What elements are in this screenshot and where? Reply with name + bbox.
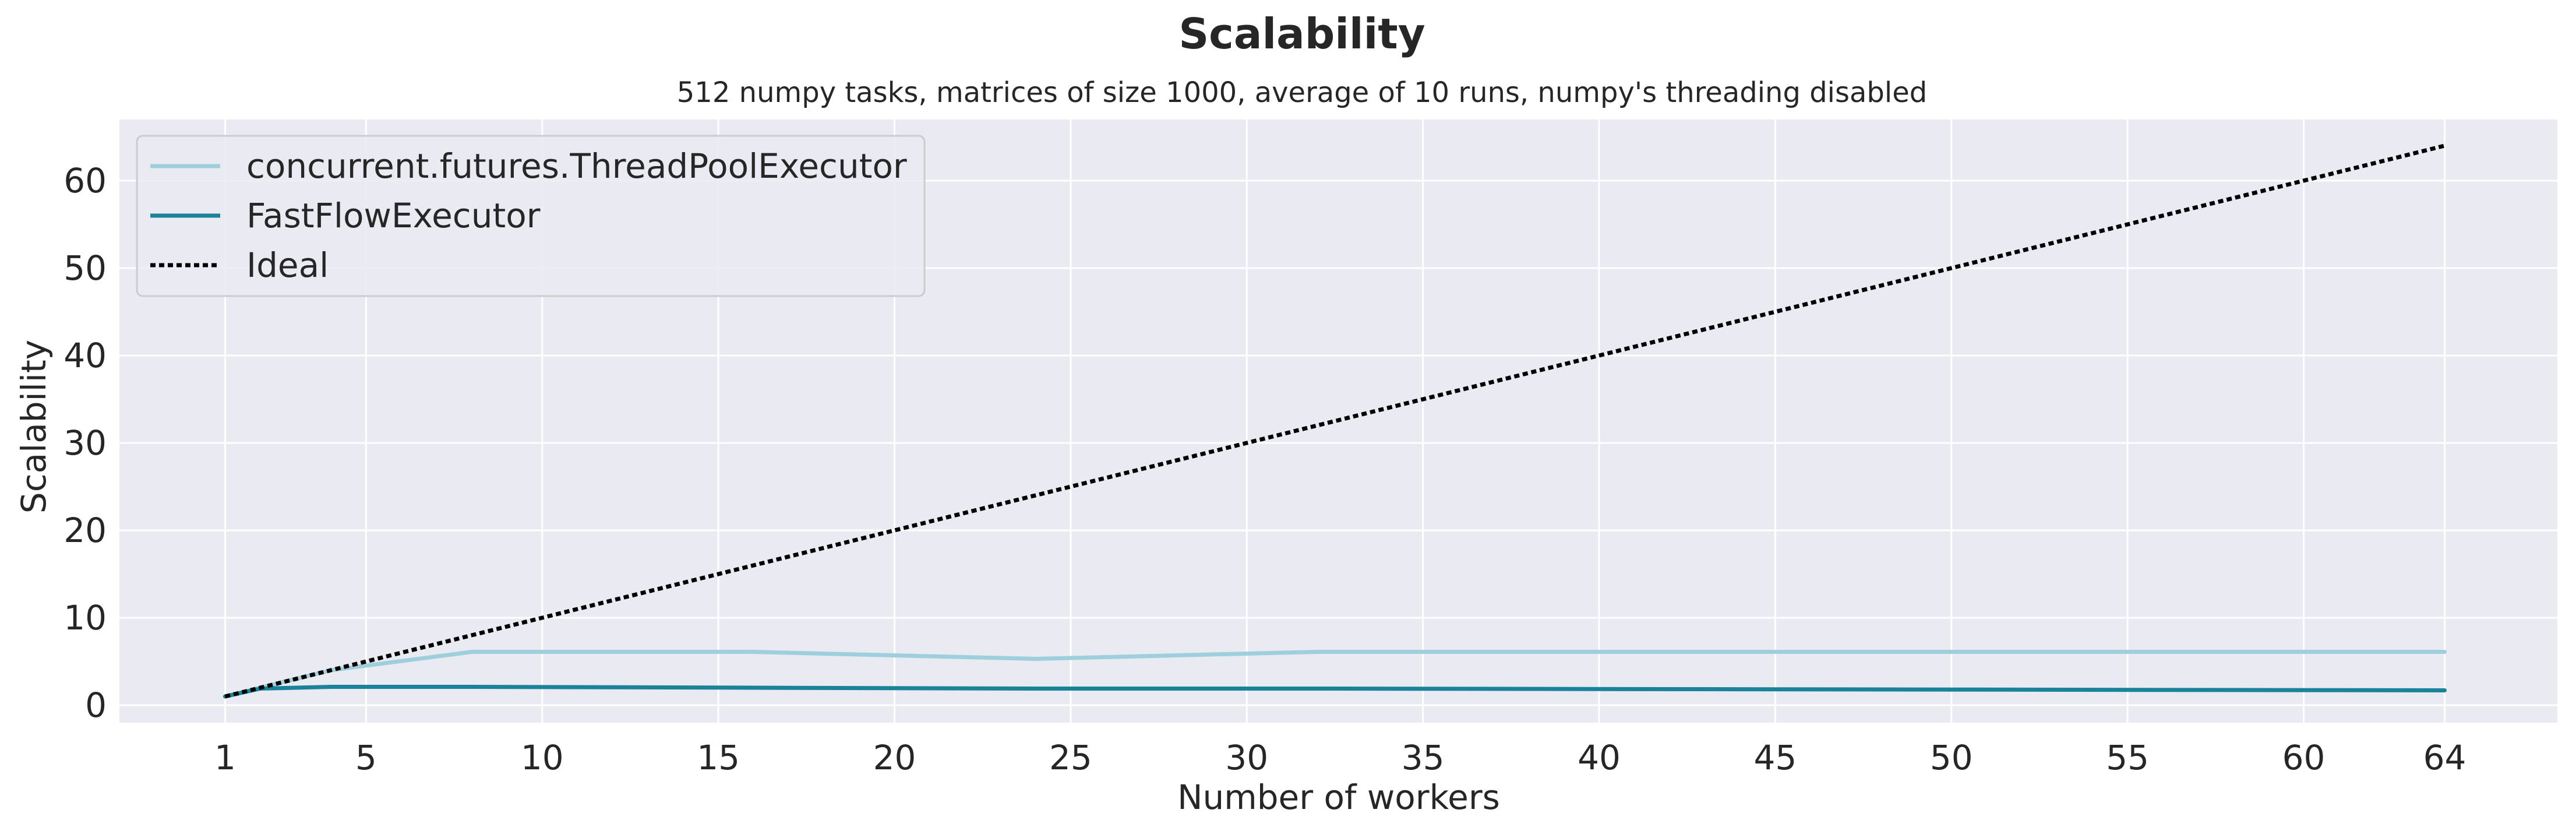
x-tick-label: 25 <box>1049 738 1092 777</box>
y-tick-label: 30 <box>63 423 107 463</box>
y-tick-label: 60 <box>63 161 107 200</box>
legend-box <box>136 135 926 297</box>
legend-label-fastflow: FastFlowExecutor <box>246 196 541 235</box>
x-tick-label: 45 <box>1754 738 1797 777</box>
x-tick-label: 35 <box>1402 738 1445 777</box>
x-tick-label: 15 <box>697 738 740 777</box>
x-tick-label: 1 <box>214 738 236 777</box>
x-tick-label: 50 <box>1930 738 1973 777</box>
y-tick-label: 20 <box>63 511 107 550</box>
y-tick-label: 0 <box>85 685 107 725</box>
series-layer <box>223 143 2447 699</box>
legend-label-ideal: Ideal <box>246 245 329 285</box>
x-axis-label: Number of workers <box>1177 777 1500 817</box>
chart-title: Scalability <box>1178 9 1425 58</box>
x-tick-label: 5 <box>355 738 377 777</box>
x-tick-label: 60 <box>2282 738 2326 777</box>
legend: concurrent.futures.ThreadPoolExecutor Fa… <box>136 135 926 297</box>
chart-subtitle: 512 numpy tasks, matrices of size 1000, … <box>677 76 1927 109</box>
series-line-fastflow <box>223 685 2447 699</box>
y-tick-label: 50 <box>63 248 107 288</box>
x-tick-label: 10 <box>521 738 564 777</box>
legend-label-threadpool: concurrent.futures.ThreadPoolExecutor <box>246 146 907 186</box>
y-tick-label: 10 <box>63 598 107 638</box>
series-line-ideal <box>224 143 2446 699</box>
x-tick-label: 55 <box>2106 738 2149 777</box>
x-tick-label: 30 <box>1225 738 1268 777</box>
y-tick-labels: 0 10 20 30 40 50 60 <box>63 161 107 725</box>
x-tick-label: 20 <box>873 738 916 777</box>
x-tick-label: 40 <box>1578 738 1621 777</box>
x-tick-labels: 1 5 10 15 20 25 30 35 40 45 50 55 60 64 <box>214 738 2466 777</box>
y-tick-label: 40 <box>63 336 107 375</box>
x-tick-label: 64 <box>2423 738 2466 777</box>
y-axis-label: Scalability <box>14 340 54 513</box>
